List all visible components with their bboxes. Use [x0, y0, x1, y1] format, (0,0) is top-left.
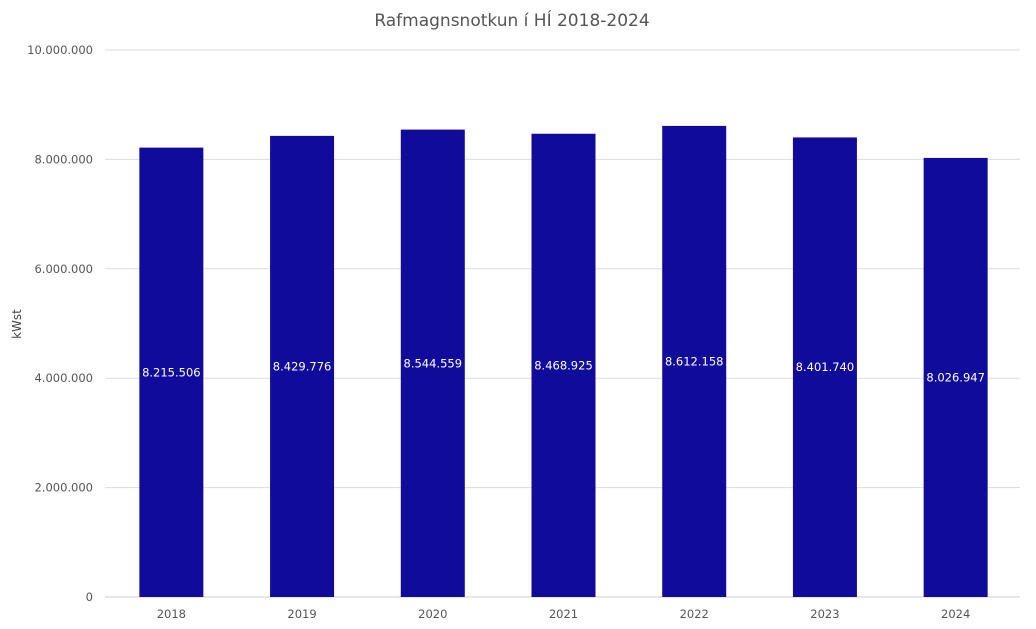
x-tick-label: 2020 — [418, 607, 447, 621]
y-tick-label: 0 — [86, 590, 93, 604]
data-label: 8.026.947 — [926, 370, 985, 384]
bar-2023 — [792, 137, 857, 598]
data-label: 8.429.776 — [273, 359, 332, 373]
chart-title: Rafmagnsnotkun í HÍ 2018-2024 — [374, 9, 649, 31]
bar-2019 — [270, 135, 335, 598]
x-tick-label: 2024 — [941, 607, 970, 621]
x-tick-label: 2023 — [810, 607, 839, 621]
y-tick-label: 4.000.000 — [34, 371, 93, 385]
data-label: 8.468.925 — [534, 358, 593, 372]
bar-2021 — [531, 133, 596, 597]
y-tick-label: 8.000.000 — [34, 152, 93, 166]
x-tick-label: 2018 — [157, 607, 186, 621]
data-label: 8.612.158 — [665, 354, 724, 368]
bar-2020 — [400, 129, 465, 598]
data-label: 8.215.506 — [142, 365, 201, 379]
data-label: 8.544.559 — [404, 356, 463, 370]
data-label: 8.401.740 — [796, 360, 855, 374]
x-tick-label: 2021 — [549, 607, 578, 621]
bar-2018 — [139, 147, 204, 597]
bar-2022 — [662, 125, 727, 598]
y-tick-label: 2.000.000 — [34, 481, 93, 495]
bar-2024 — [923, 157, 988, 597]
x-tick-label: 2022 — [680, 607, 709, 621]
x-tick-label: 2019 — [287, 607, 316, 621]
y-axis-label: kWst — [10, 309, 24, 339]
y-tick-label: 6.000.000 — [34, 262, 93, 276]
y-tick-label: 10.000.000 — [27, 43, 93, 57]
